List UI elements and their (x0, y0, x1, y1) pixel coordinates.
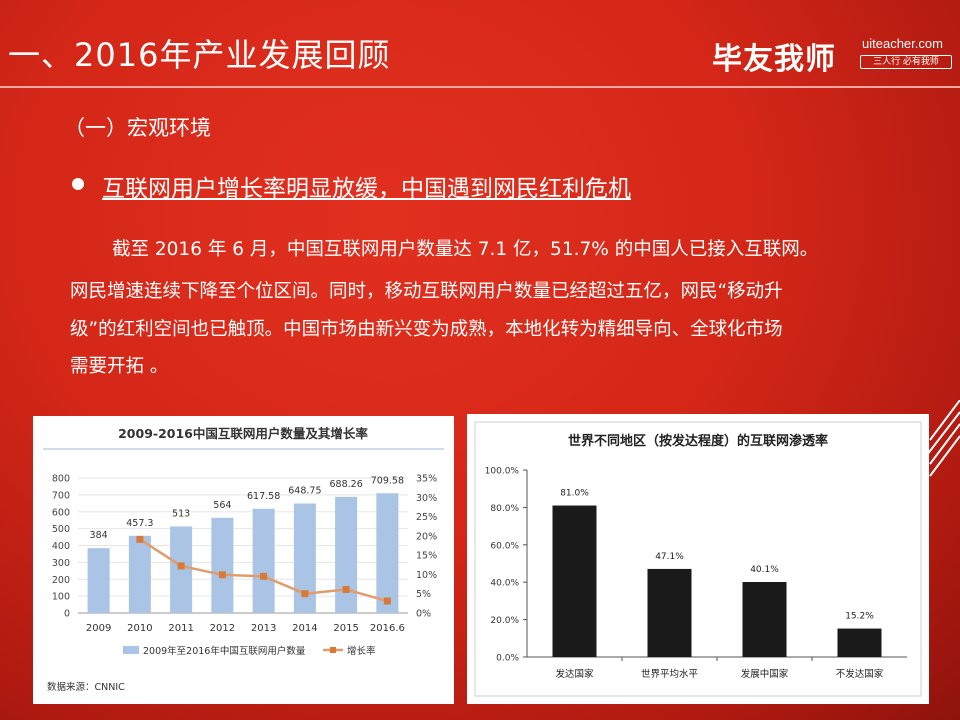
y-tick-left-label: 400 (52, 541, 70, 552)
y-tick-right-label: 30% (416, 493, 437, 504)
y-tick-label: 80.0% (490, 504, 519, 514)
bullet-dot-icon (72, 178, 84, 190)
y-tick-left-label: 500 (52, 524, 70, 535)
y-tick-label: 60.0% (490, 541, 519, 551)
bar-value-label: 81.0% (560, 489, 589, 499)
growth-point (260, 572, 268, 580)
growth-point (301, 590, 309, 598)
chart-source: 数据来源：CNNIC (47, 681, 125, 693)
y-tick-right-label: 5% (416, 589, 431, 600)
bar (376, 493, 399, 613)
chart-penetration-svg: 世界不同地区（按发达程度）的互联网渗透率 0.0% 20.0% 40.0% 60.0% 8… (474, 421, 922, 697)
header-divider (0, 86, 960, 88)
chart-title: 2009-2016中国互联网用户数量及其增长率 (118, 426, 368, 441)
paragraph-line: 级”的红利空间也已触顶。中国市场由新兴变为成熟，本地化转为精细导向、全球化市场 (70, 319, 783, 340)
legend-line-label: 增长率 (347, 645, 376, 657)
growth-point (177, 562, 185, 570)
paragraph-line: 需要开拓 。 (70, 356, 169, 377)
bar-value-label: 40.1% (750, 565, 779, 575)
x-tick-label: 2016.6 (370, 623, 405, 634)
chart-penetration: 世界不同地区（按发达程度）的互联网渗透率 0.0% 20.0% 40.0% 60.0% 8… (467, 414, 929, 704)
bar (552, 505, 597, 657)
bar (293, 503, 316, 613)
y-tick-right-label: 25% (416, 512, 437, 523)
bar (742, 582, 787, 657)
slide-title: 一、2016年产业发展回顾 (8, 36, 391, 74)
y-tick-right-label: 15% (416, 551, 437, 562)
bar-value-label: 709.58 (371, 475, 404, 486)
bar-value-label: 648.75 (288, 486, 321, 497)
bar (170, 526, 193, 613)
chart-title: 世界不同地区（按发达程度）的互联网渗透率 (568, 433, 828, 449)
paragraph-line: 截至 2016 年 6 月，中国互联网用户数量达 7.1 亿，51.7% 的中国… (112, 239, 819, 260)
bullet-heading: 互联网用户增长率明显放缓，中国遇到网民红利危机 (102, 176, 631, 202)
y-tick-label: 40.0% (490, 579, 519, 589)
y-tick-left-label: 800 (52, 474, 70, 485)
bar (335, 496, 358, 613)
bar (837, 628, 882, 657)
logo-name: 毕友我师 (712, 42, 836, 77)
legend-bar-swatch (123, 646, 139, 654)
legend-line-marker (330, 647, 336, 653)
y-tick-label: 20.0% (490, 616, 519, 626)
x-tick-label: 发展中国家 (741, 668, 789, 680)
growth-point (342, 585, 350, 593)
logo-url: uiteacher.com (862, 36, 943, 51)
chart-users-growth-svg: 2009-2016中国互联网用户数量及其增长率 0 100 200 300 400 500 6… (43, 426, 444, 693)
bar (128, 535, 151, 613)
section-title: （一）宏观环境 (64, 116, 211, 140)
bar (87, 548, 110, 613)
y-tick-label: 0.0% (496, 654, 519, 664)
bar-value-label: 457.3 (126, 518, 153, 529)
y-tick-left-label: 600 (52, 507, 70, 518)
y-tick-label: 100.0% (485, 467, 520, 477)
bar-value-label: 617.58 (247, 491, 280, 502)
x-tick-label: 2009 (86, 623, 111, 634)
x-tick-label: 不发达国家 (836, 668, 884, 680)
y-tick-left-label: 300 (52, 558, 70, 569)
x-tick-label: 2013 (251, 623, 276, 634)
bar (647, 568, 692, 657)
bar-value-label: 564 (213, 500, 231, 511)
x-tick-label: 发达国家 (555, 668, 594, 680)
y-tick-left-label: 200 (52, 575, 70, 586)
bar-value-label: 47.1% (655, 552, 684, 562)
y-tick-left-label: 700 (52, 490, 70, 501)
growth-point (383, 597, 391, 605)
slide-header: 一、2016年产业发展回顾 毕友我师 uiteacher.com 三人行 必有我… (0, 0, 960, 88)
chart-users-growth: 2009-2016中国互联网用户数量及其增长率 0 100 200 300 400 500 6… (33, 416, 454, 704)
brand-logo: 毕友我师 uiteacher.com 三人行 必有我师 (712, 34, 957, 77)
y-tick-left-label: 0 (64, 609, 70, 620)
bar-value-label: 384 (90, 530, 108, 541)
growth-point (136, 535, 144, 543)
y-tick-right-label: 10% (416, 570, 437, 581)
x-tick-label: 世界平均水平 (641, 668, 699, 680)
x-tick-label: 2011 (168, 623, 193, 634)
chart-frame (474, 421, 922, 697)
x-tick-label: 2012 (210, 623, 235, 634)
y-tick-right-label: 35% (416, 474, 437, 485)
paragraph-line: 网民增速连续下降至个位区间。同时，移动互联网用户数量已经超过五亿，网民“移动升 (70, 281, 783, 302)
x-tick-label: 2015 (333, 623, 358, 634)
y-tick-right-label: 0% (416, 609, 431, 620)
x-tick-label: 2010 (127, 623, 152, 634)
legend-bar-label: 2009年至2016年中国互联网用户数量 (143, 645, 306, 657)
bar-value-label: 15.2% (845, 612, 874, 622)
x-tick-label: 2014 (292, 623, 317, 634)
bar (252, 508, 275, 613)
bar-value-label: 688.26 (330, 479, 363, 490)
bar-value-label: 513 (172, 508, 190, 519)
logo-slogan: 三人行 必有我师 (860, 55, 952, 69)
y-tick-right-label: 20% (416, 531, 437, 542)
growth-point (218, 571, 226, 579)
y-tick-left-label: 100 (52, 592, 70, 603)
bar (211, 517, 234, 613)
